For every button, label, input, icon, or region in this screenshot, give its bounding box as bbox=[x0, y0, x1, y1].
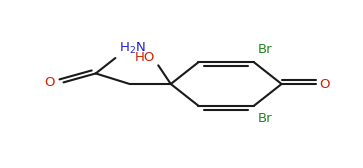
Text: Br: Br bbox=[257, 43, 272, 56]
Text: O: O bbox=[44, 76, 54, 89]
Text: H$_2$N: H$_2$N bbox=[119, 41, 146, 56]
Text: O: O bbox=[319, 77, 330, 91]
Text: Br: Br bbox=[257, 112, 272, 125]
Text: HO: HO bbox=[134, 51, 155, 64]
